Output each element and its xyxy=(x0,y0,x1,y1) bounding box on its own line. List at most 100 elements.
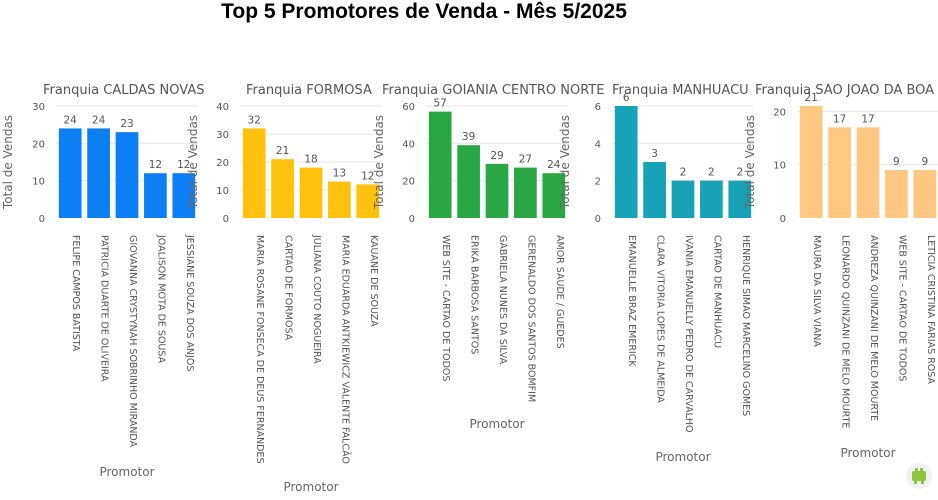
bar xyxy=(913,170,937,218)
x-tick-label: GABRIELA NUNES DA SILVA xyxy=(497,235,508,365)
chart-panel-5: Franquia SAO JOAO DA BOA 0 10 20 Total de Ve… xyxy=(743,83,938,460)
y-tick-label: 40 xyxy=(216,102,229,113)
data-label: 9 xyxy=(921,156,928,168)
chart-panel-3: Franquia GOIANIA CENTRO NORTE0204060Tota… xyxy=(372,83,604,431)
x-tick-label: WEB SITE - CARTAO DE TODOS xyxy=(440,235,451,381)
x-tick-label: LETICIA CRISTINA FARIAS ROSA xyxy=(925,235,936,384)
data-label: 18 xyxy=(304,154,317,166)
data-label: 12 xyxy=(177,159,190,171)
bar xyxy=(144,173,167,218)
bar xyxy=(271,159,294,218)
y-tick-label: 20 xyxy=(402,177,415,188)
data-label: 27 xyxy=(519,154,532,166)
x-tick-label: JOALISON MOTA DE SOUSA xyxy=(155,234,166,364)
bar xyxy=(299,167,323,218)
y-tick-label: 6 xyxy=(595,102,601,113)
y-tick-label: 10 xyxy=(773,161,786,172)
data-label: 17 xyxy=(861,113,874,125)
bar xyxy=(514,167,537,218)
data-label: 24 xyxy=(64,114,78,126)
x-tick-label: CARTAO DE MANHUACU xyxy=(711,235,722,348)
y-tick-label: 30 xyxy=(32,102,45,113)
y-tick-label: 0 xyxy=(39,214,45,225)
x-tick-label: PATRICIA DUARTE DE OLIVEIRA xyxy=(99,235,110,382)
chart-panel-1: Franquia CALDAS NOVAS 0 10 20 30 Total de Ven… xyxy=(1,83,205,479)
data-label: 2 xyxy=(680,167,687,179)
data-label: 2 xyxy=(708,167,715,179)
y-tick-label: 40 xyxy=(402,139,415,150)
x-axis-title: Promotor xyxy=(99,465,154,479)
x-tick-label: CARTAO DE FORMOSA xyxy=(283,235,294,341)
y-axis-title: Total de Vendas xyxy=(743,115,757,210)
data-label: 9 xyxy=(893,156,900,168)
x-axis-title: Promotor xyxy=(469,417,524,431)
bar xyxy=(700,180,723,218)
y-tick-label: 10 xyxy=(32,177,45,188)
data-label: 23 xyxy=(120,118,133,130)
x-tick-label: KAUANE DE SOUZA xyxy=(368,235,379,327)
bar xyxy=(671,180,695,218)
y-axis-title: Total de Vendas xyxy=(558,115,572,210)
bar xyxy=(542,173,566,218)
x-axis-title: Promotor xyxy=(840,446,895,460)
bar xyxy=(728,180,752,218)
x-tick-label: HENRIQUE SIMAO MARCELINO GOMES xyxy=(740,235,751,416)
x-tick-label: JESSIANE SOUZA DOS ANJOS xyxy=(184,234,195,371)
y-tick-label: 30 xyxy=(216,130,229,141)
bar xyxy=(87,128,110,218)
x-tick-label: MARIA ROSANE FONSECA DE DEUS FERNANDES xyxy=(254,235,265,464)
bar xyxy=(457,145,480,218)
x-tick-label: EMANUELLE BRAZ EMERICK xyxy=(626,235,637,367)
y-tick-label: 2 xyxy=(595,177,601,188)
data-label: 21 xyxy=(805,92,818,104)
bar xyxy=(799,106,823,218)
page-title: Top 5 Promotores de Venda - Mês 5/2025 xyxy=(221,0,627,23)
bar xyxy=(356,184,380,218)
y-tick-label: 20 xyxy=(32,139,45,150)
chart-title: Franquia CALDAS NOVAS xyxy=(43,83,205,98)
data-label: 17 xyxy=(833,113,846,125)
y-axis-title: Total de Vendas xyxy=(186,115,200,210)
data-label: 32 xyxy=(248,114,261,126)
data-label: 12 xyxy=(361,170,374,182)
chart-title: Franquia FORMOSA xyxy=(246,83,372,98)
data-label: 29 xyxy=(490,150,503,162)
bar xyxy=(58,128,82,218)
data-label: 24 xyxy=(92,114,106,126)
app-logo-icon xyxy=(906,463,932,489)
bar xyxy=(115,132,139,218)
bar xyxy=(172,173,196,218)
bar xyxy=(885,170,908,218)
chart-title: Franquia SAO JOAO DA BOA xyxy=(755,83,934,98)
bar xyxy=(428,111,452,218)
y-tick-label: 20 xyxy=(216,158,229,169)
x-axis-title: Promotor xyxy=(655,450,710,464)
x-tick-label: AMOR SAUDE / GUEDES xyxy=(554,235,565,349)
bar xyxy=(828,127,851,218)
x-tick-label: FELIPE CAMPOS BATISTA xyxy=(70,235,81,352)
y-axis-title: Total de Vendas xyxy=(372,115,386,210)
bar xyxy=(856,127,880,218)
data-label: 24 xyxy=(547,159,561,171)
x-axis-title: Promotor xyxy=(283,480,338,494)
x-tick-label: CLARA VITORIA LOPES DE ALMEIDA xyxy=(655,235,666,403)
x-tick-label: JULIANA COUTO NOGUEIRA xyxy=(311,234,322,364)
x-tick-label: MARIA EDUARDA ANTKIEWICZ VALENTE FALCÃO xyxy=(339,235,350,464)
y-axis-title: Total de Vendas xyxy=(1,115,15,210)
data-label: 57 xyxy=(434,98,447,110)
x-tick-label: GERENALDO DOS SANTOS BOMFIM xyxy=(525,235,536,402)
data-label: 13 xyxy=(333,168,346,180)
chart-panel-4: Franquia MANHUACU 0 2 4 6 Total de Vendas 6 EMA… xyxy=(558,83,754,464)
y-tick-label: 60 xyxy=(402,102,415,113)
y-tick-label: 0 xyxy=(595,214,601,225)
x-tick-label: MAURA DA SILVA VIANA xyxy=(811,235,822,347)
data-label: 39 xyxy=(462,131,475,143)
chart-title: Franquia MANHUACU xyxy=(612,83,749,98)
x-tick-label: ANDREZA QUINZANI DE MELO MOURTE xyxy=(868,235,879,421)
bar xyxy=(614,106,638,218)
y-tick-label: 20 xyxy=(773,107,786,118)
x-tick-label: ERIKA BARBOSA SANTOS xyxy=(469,235,480,354)
bar xyxy=(242,128,266,218)
data-label: 12 xyxy=(149,159,162,171)
